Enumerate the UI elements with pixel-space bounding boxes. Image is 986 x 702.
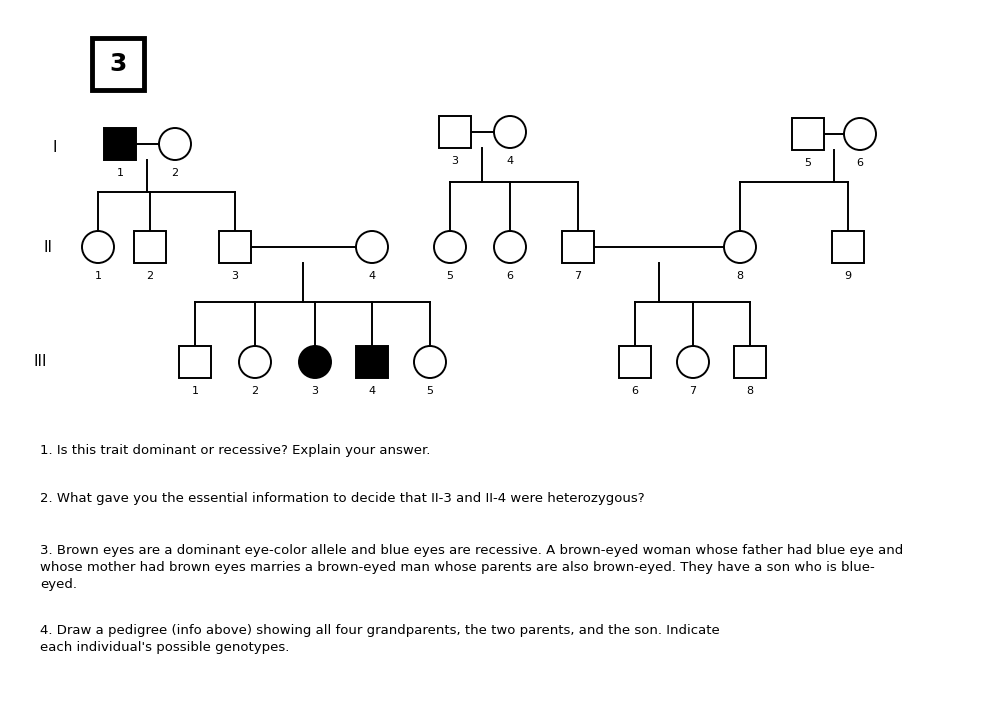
Ellipse shape bbox=[676, 346, 708, 378]
Bar bbox=[104, 128, 136, 160]
Text: 5: 5 bbox=[426, 386, 433, 396]
Text: 1: 1 bbox=[116, 168, 123, 178]
Text: 3: 3 bbox=[232, 271, 239, 281]
Text: 7: 7 bbox=[574, 271, 581, 281]
Text: 1: 1 bbox=[191, 386, 198, 396]
Ellipse shape bbox=[299, 346, 330, 378]
Bar bbox=[734, 346, 765, 378]
Ellipse shape bbox=[159, 128, 191, 160]
Ellipse shape bbox=[82, 231, 114, 263]
Ellipse shape bbox=[494, 231, 526, 263]
Text: 3. Brown eyes are a dominant eye-color allele and blue eyes are recessive. A bro: 3. Brown eyes are a dominant eye-color a… bbox=[40, 544, 902, 591]
Text: 8: 8 bbox=[736, 271, 742, 281]
Text: 2: 2 bbox=[172, 168, 178, 178]
Text: I: I bbox=[52, 140, 57, 154]
Ellipse shape bbox=[434, 231, 465, 263]
Text: 6: 6 bbox=[856, 158, 863, 168]
Text: 1. Is this trait dominant or recessive? Explain your answer.: 1. Is this trait dominant or recessive? … bbox=[40, 444, 430, 457]
Text: 9: 9 bbox=[844, 271, 851, 281]
Text: 4. Draw a pedigree (info above) showing all four grandparents, the two parents, : 4. Draw a pedigree (info above) showing … bbox=[40, 624, 719, 654]
Bar bbox=[356, 346, 387, 378]
Text: 2: 2 bbox=[251, 386, 258, 396]
Text: 6: 6 bbox=[631, 386, 638, 396]
Ellipse shape bbox=[239, 346, 271, 378]
Text: 7: 7 bbox=[689, 386, 696, 396]
Bar bbox=[618, 346, 651, 378]
Text: 5: 5 bbox=[804, 158, 810, 168]
Text: 1: 1 bbox=[95, 271, 102, 281]
Bar bbox=[92, 38, 144, 90]
Bar bbox=[791, 118, 823, 150]
Bar bbox=[134, 231, 166, 263]
Ellipse shape bbox=[356, 231, 387, 263]
Text: II: II bbox=[43, 239, 52, 255]
Text: 4: 4 bbox=[506, 156, 513, 166]
Bar bbox=[831, 231, 863, 263]
Ellipse shape bbox=[724, 231, 755, 263]
Text: 6: 6 bbox=[506, 271, 513, 281]
Text: 3: 3 bbox=[109, 52, 126, 76]
Ellipse shape bbox=[413, 346, 446, 378]
Ellipse shape bbox=[843, 118, 876, 150]
Text: 3: 3 bbox=[312, 386, 318, 396]
Bar bbox=[439, 116, 470, 148]
Text: 4: 4 bbox=[368, 271, 376, 281]
Text: 5: 5 bbox=[446, 271, 453, 281]
Text: III: III bbox=[34, 355, 46, 369]
Ellipse shape bbox=[494, 116, 526, 148]
Bar bbox=[178, 346, 211, 378]
Text: 3: 3 bbox=[451, 156, 458, 166]
Bar bbox=[219, 231, 250, 263]
Text: 4: 4 bbox=[368, 386, 376, 396]
Text: 8: 8 bbox=[745, 386, 752, 396]
Text: 2: 2 bbox=[146, 271, 154, 281]
Bar bbox=[561, 231, 594, 263]
Text: 2. What gave you the essential information to decide that II-3 and II-4 were het: 2. What gave you the essential informati… bbox=[40, 492, 644, 505]
